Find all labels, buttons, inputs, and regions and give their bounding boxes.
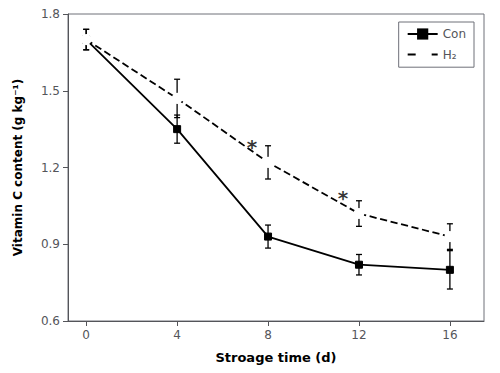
svg-text:0: 0 — [82, 328, 90, 342]
svg-text:*: * — [338, 186, 349, 210]
svg-text:H₂: H₂ — [443, 48, 457, 62]
svg-text:1.8: 1.8 — [41, 7, 60, 21]
svg-text:Vitamin C content (g kg⁻¹): Vitamin C content (g kg⁻¹) — [11, 79, 25, 256]
svg-text:1.5: 1.5 — [41, 84, 60, 98]
svg-text:Con: Con — [443, 27, 466, 41]
svg-text:*: * — [247, 135, 258, 159]
svg-text:1.2: 1.2 — [41, 161, 60, 175]
svg-text:0.6: 0.6 — [41, 314, 60, 328]
svg-text:0.9: 0.9 — [41, 237, 60, 251]
svg-text:4: 4 — [173, 328, 181, 342]
svg-text:Stroage time (d): Stroage time (d) — [215, 350, 336, 365]
svg-text:16: 16 — [442, 328, 457, 342]
svg-text:8: 8 — [264, 328, 272, 342]
svg-text:12: 12 — [351, 328, 366, 342]
